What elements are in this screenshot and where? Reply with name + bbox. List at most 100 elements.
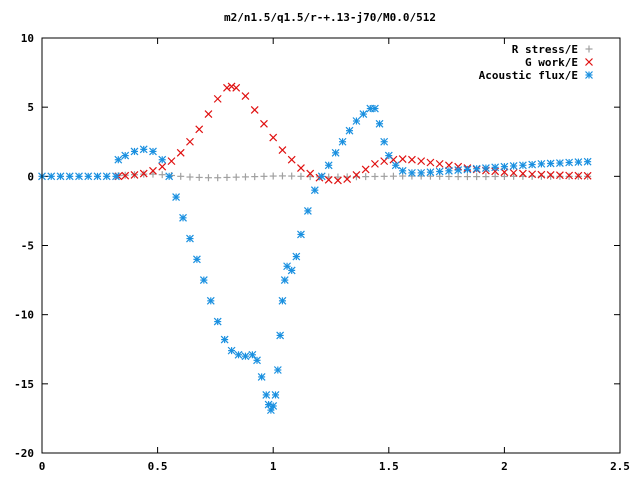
data-point [417, 157, 426, 166]
data-point [509, 162, 518, 170]
data-point [426, 168, 435, 177]
x-tick-label: 1.5 [379, 460, 399, 473]
data-point [491, 172, 499, 180]
data-point [444, 161, 453, 170]
data-point [288, 172, 296, 180]
data-point [317, 172, 326, 181]
data-point [278, 296, 287, 305]
data-point [214, 174, 222, 182]
y-tick-label: 5 [27, 101, 34, 114]
data-point [375, 119, 384, 128]
data-point [130, 147, 139, 156]
data-point [565, 171, 574, 180]
data-point [306, 169, 315, 178]
data-point [114, 155, 123, 164]
data-point [149, 170, 157, 178]
data-point [435, 159, 444, 168]
data-point [472, 164, 481, 173]
data-point [139, 169, 148, 178]
data-point [384, 151, 393, 160]
data-point [338, 137, 347, 146]
data-point [407, 168, 416, 177]
data-point [206, 296, 215, 305]
data-point [454, 173, 462, 181]
data-point [546, 171, 555, 179]
data-point [547, 172, 555, 180]
data-point [149, 166, 157, 175]
data-point [213, 317, 222, 326]
data-point [158, 162, 167, 171]
data-point [195, 125, 204, 134]
data-point [176, 148, 185, 157]
data-point [195, 173, 203, 181]
data-point [227, 82, 236, 91]
data-point [84, 172, 93, 181]
y-tick-label: 10 [21, 32, 34, 45]
data-point [491, 163, 500, 172]
legend-marker [585, 71, 593, 79]
data-point [234, 350, 243, 359]
x-tick-label: 2.5 [610, 460, 630, 473]
data-point [334, 176, 342, 185]
data-point [260, 119, 268, 128]
data-point [435, 167, 444, 176]
data-point [260, 172, 268, 180]
data-point [271, 390, 280, 399]
data-point [555, 171, 564, 180]
data-point [220, 335, 229, 344]
legend-marker [585, 58, 593, 66]
data-point [292, 252, 301, 261]
data-point [192, 255, 201, 264]
data-point [398, 155, 407, 163]
y-tick-label: -20 [14, 447, 34, 460]
data-point [158, 155, 167, 164]
data-point [371, 159, 379, 168]
data-point [407, 155, 416, 164]
data-point [278, 146, 287, 154]
data-point [248, 350, 257, 359]
data-point [172, 193, 181, 202]
data-point [75, 172, 83, 181]
data-point [297, 230, 305, 239]
y-tick-label: -5 [21, 240, 34, 253]
data-point [361, 165, 370, 174]
data-point [112, 172, 120, 181]
data-point [167, 157, 176, 166]
data-point [343, 175, 352, 184]
data-point [310, 186, 319, 195]
data-point [518, 161, 527, 170]
data-point [444, 166, 453, 175]
data-point [204, 110, 213, 119]
y-tick-label: 0 [27, 170, 34, 183]
data-point [213, 94, 222, 103]
data-point [574, 158, 583, 167]
data-point [250, 106, 259, 114]
data-point [546, 159, 555, 168]
data-point [257, 372, 266, 381]
data-point [232, 173, 240, 181]
data-point [371, 172, 379, 180]
data-point [93, 172, 102, 181]
data-point [241, 352, 250, 361]
data-point [287, 266, 296, 275]
data-point [253, 356, 261, 365]
data-point [574, 171, 583, 180]
data-point [232, 83, 241, 92]
data-point [528, 170, 537, 179]
data-point [223, 83, 231, 92]
data-point [204, 174, 212, 182]
data-point [121, 151, 130, 160]
data-point [500, 162, 509, 171]
data-point [65, 172, 74, 181]
legend-label: Acoustic flux/E [479, 69, 578, 82]
data-point [278, 172, 286, 180]
data-point [359, 110, 368, 119]
data-point [251, 173, 259, 181]
data-point [297, 164, 305, 172]
x-tick-label: 2 [501, 460, 508, 473]
data-point [583, 157, 592, 166]
data-point [345, 126, 354, 135]
data-point [158, 171, 166, 179]
